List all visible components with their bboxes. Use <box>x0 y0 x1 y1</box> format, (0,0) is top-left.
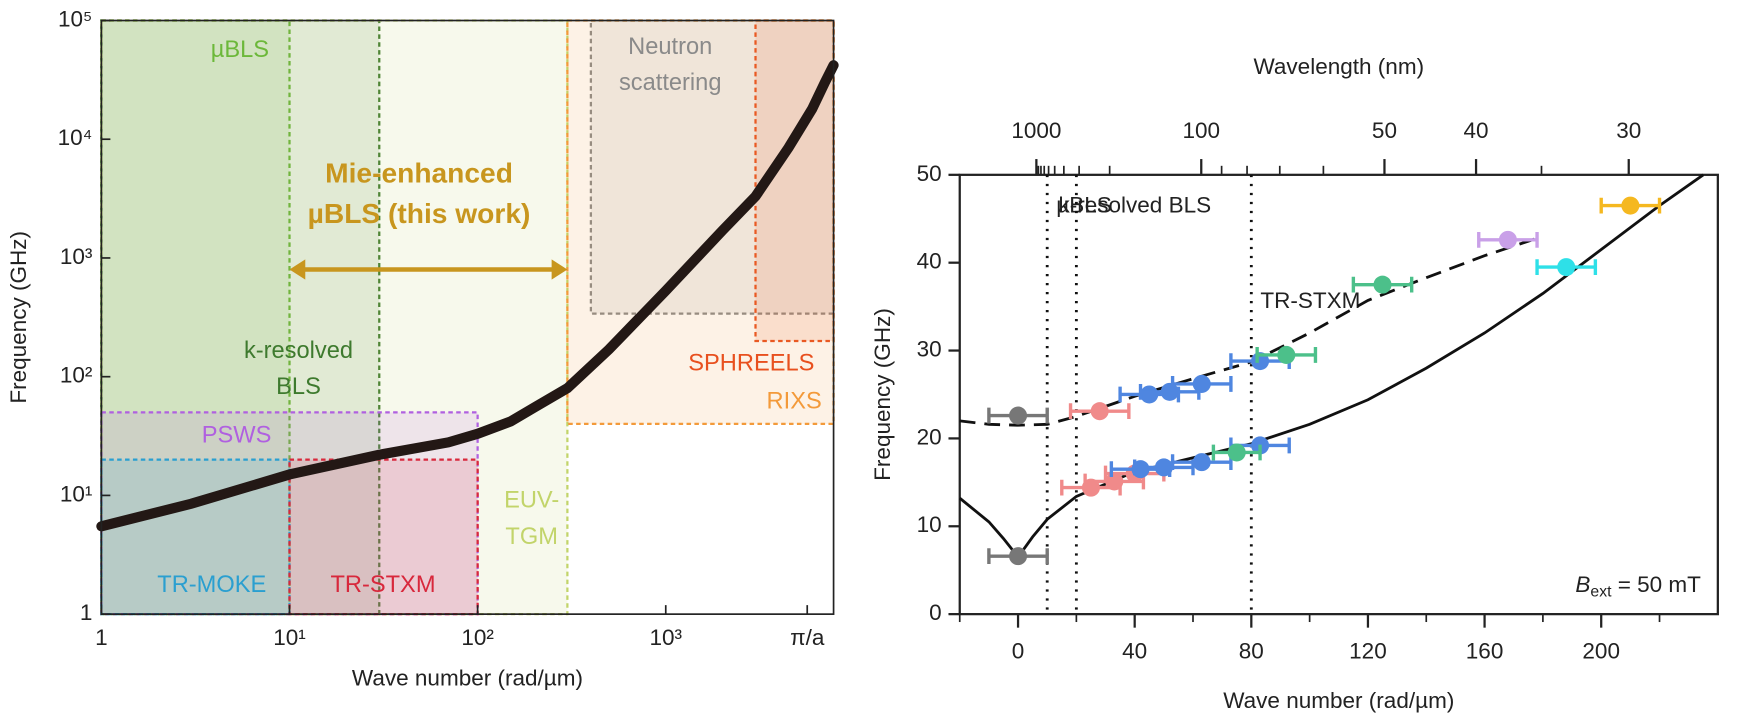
v-line-label: TR-STXM <box>1260 288 1360 313</box>
data-point <box>1192 374 1211 393</box>
region-label: TR-STXM <box>330 572 435 598</box>
y-tick-label: 40 <box>917 249 942 274</box>
annotation-value: = 50 mT <box>1611 572 1701 597</box>
x-tick-label: 120 <box>1349 638 1387 663</box>
data-point <box>1140 385 1159 404</box>
x-tick-label: 10¹ <box>273 625 306 650</box>
dispersion-curve <box>96 60 839 532</box>
region <box>566 19 835 426</box>
x-tick-label: 80 <box>1239 638 1264 663</box>
v-line-label: µBLS <box>1056 192 1112 217</box>
x2-tick-label: 100 <box>1182 118 1220 143</box>
x2-axis-label: Wavelength (nm) <box>1253 54 1424 79</box>
arrow-head <box>289 259 306 280</box>
x-tick-label: 40 <box>1122 638 1147 663</box>
x2-tick-label: 40 <box>1464 118 1489 143</box>
data-point <box>1277 345 1296 364</box>
field-annotation: Bext = 50 mT <box>1575 572 1701 601</box>
x-tick-label: 160 <box>1466 638 1504 663</box>
annotation-label: µBLS (this work) <box>308 198 531 229</box>
y-axis-label: Frequency (GHz) <box>870 308 895 481</box>
region-label: SPHREELS <box>688 350 814 376</box>
region-label: EUV- <box>504 488 559 514</box>
x-tick-label: π/a <box>790 625 825 650</box>
x-tick-label: 10² <box>461 625 494 650</box>
y-axis-label: Frequency (GHz) <box>6 231 31 404</box>
y-tick-label: 10 <box>917 512 942 537</box>
region-label: Neutron <box>628 34 712 60</box>
y-tick-label: 10⁵ <box>58 6 92 31</box>
x2-tick-label: 50 <box>1372 118 1397 143</box>
x-tick-label: 0 <box>1012 638 1025 663</box>
region-label: scattering <box>619 70 722 96</box>
y-tick-label: 10² <box>60 363 93 388</box>
v-line-label: k-resolved BLS <box>1058 192 1211 217</box>
plot-frame <box>100 19 835 615</box>
region-label: TGM <box>505 524 558 550</box>
y-tick-label: 10³ <box>60 244 93 269</box>
data-point <box>1498 230 1517 249</box>
region-label: RIXS <box>767 389 822 415</box>
data-point <box>1090 402 1109 421</box>
y-tick-label: 30 <box>917 337 942 362</box>
y-tick-label: 0 <box>929 600 942 625</box>
x-axis-label: Wave number (rad/µm) <box>1223 688 1454 713</box>
x-axis-label: Wave number (rad/µm) <box>352 665 583 690</box>
x-tick-label: 1 <box>95 625 108 650</box>
data-point <box>1192 453 1211 472</box>
arrow-head <box>551 259 568 280</box>
region-label: PSWS <box>202 422 272 448</box>
region-label: k-resolved <box>244 338 353 364</box>
dispersion-curve <box>959 234 1544 427</box>
y-tick-label: 10⁴ <box>58 125 93 150</box>
region-label: µBLS <box>211 37 269 63</box>
data-point <box>1557 258 1576 277</box>
annotation-subscript: ext <box>1590 584 1612 601</box>
y-tick-label: 50 <box>917 161 942 186</box>
data-point <box>1227 443 1246 462</box>
data-point <box>1373 275 1392 294</box>
y-tick-label: 10¹ <box>60 481 93 506</box>
region-label: BLS <box>276 374 321 400</box>
annotation-symbol: B <box>1575 572 1590 597</box>
y-tick-label: 20 <box>917 424 942 449</box>
data-point <box>1154 458 1173 477</box>
x-tick-label: 10³ <box>649 625 682 650</box>
data-point <box>1009 406 1028 425</box>
annotation-label: Mie-enhanced <box>325 157 513 188</box>
x2-tick-label: 1000 <box>1011 118 1061 143</box>
y-tick-label: 1 <box>80 600 93 625</box>
x2-tick-label: 30 <box>1616 118 1641 143</box>
plot-frame <box>958 173 1719 616</box>
data-point <box>1009 547 1028 566</box>
region-label: TR-MOKE <box>157 572 266 598</box>
data-point <box>1621 196 1640 215</box>
x-tick-label: 200 <box>1582 638 1620 663</box>
